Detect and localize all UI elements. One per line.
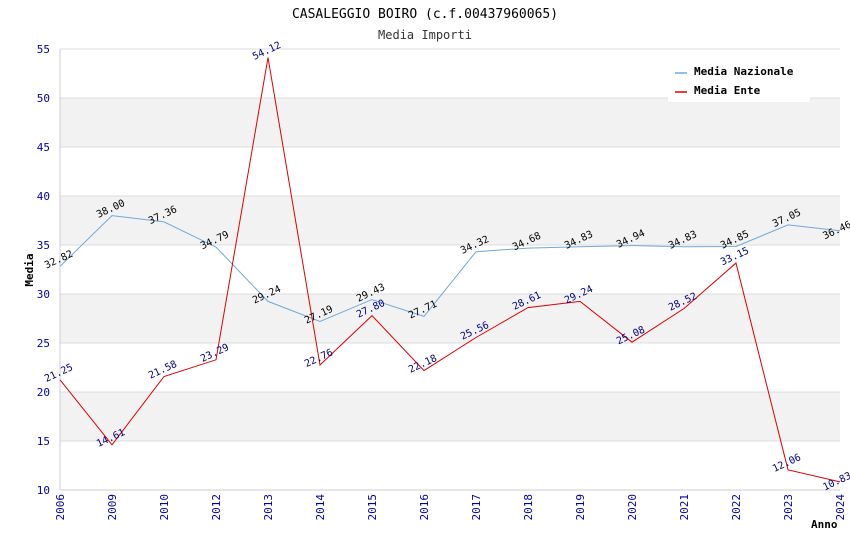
chart-title: CASALEGGIO BOIRO (c.f.00437960065) [292,7,558,22]
x-tick-label: 2015 [366,494,379,521]
y-tick-label: 25 [37,337,50,350]
x-tick-label: 2016 [418,494,431,521]
legend-label-media-nazionale: Media Nazionale [694,65,794,78]
x-tick-label: 2022 [730,494,743,521]
grid-band [60,196,840,245]
y-tick-label: 45 [37,141,50,154]
x-tick-label: 2009 [106,494,119,521]
grid-band [60,392,840,441]
y-tick-label: 15 [37,435,50,448]
y-tick-label: 40 [37,190,50,203]
chart-subtitle: Media Importi [378,28,472,42]
y-tick-label: 50 [37,92,50,105]
grid-band [60,441,840,490]
x-axis-label: Anno [811,518,838,531]
y-tick-label: 55 [37,43,50,56]
x-tick-label: 2018 [522,494,535,521]
x-tick-label: 2017 [470,494,483,521]
y-axis-label: Media [23,253,36,286]
x-tick-label: 2023 [782,494,795,521]
legend-label-media-ente: Media Ente [694,84,761,97]
x-tick-label: 2020 [626,494,639,521]
x-tick-label: 2012 [210,494,223,521]
grid-band [60,343,840,392]
x-tick-label: 2006 [54,494,67,521]
grid-band [60,98,840,147]
x-tick-label: 2021 [678,494,691,521]
series-lines [59,57,841,483]
axes: 10 15 20 25 30 35 40 45 50 55 2006 2009 2010 2012 2013… [37,43,847,521]
series-line-media-ente [59,57,841,483]
y-tick-label: 10 [37,484,50,497]
y-tick-label: 20 [37,386,50,399]
series-line-media-nazionale [59,215,841,323]
grid-band [60,147,840,196]
grid-band [60,294,840,343]
legend-box [668,60,810,102]
y-tick-label: 30 [37,288,50,301]
x-tick-label: 2010 [158,494,171,521]
x-tick-label: 2019 [574,494,587,521]
x-tick-label: 2013 [262,494,275,521]
legend: Media Nazionale Media Ente [668,60,810,102]
grid-band [60,245,840,294]
grid-bands [60,48,840,491]
x-tick-label: 2024 [834,494,847,521]
x-tick-label: 2014 [314,494,327,521]
y-tick-label: 35 [37,239,50,252]
